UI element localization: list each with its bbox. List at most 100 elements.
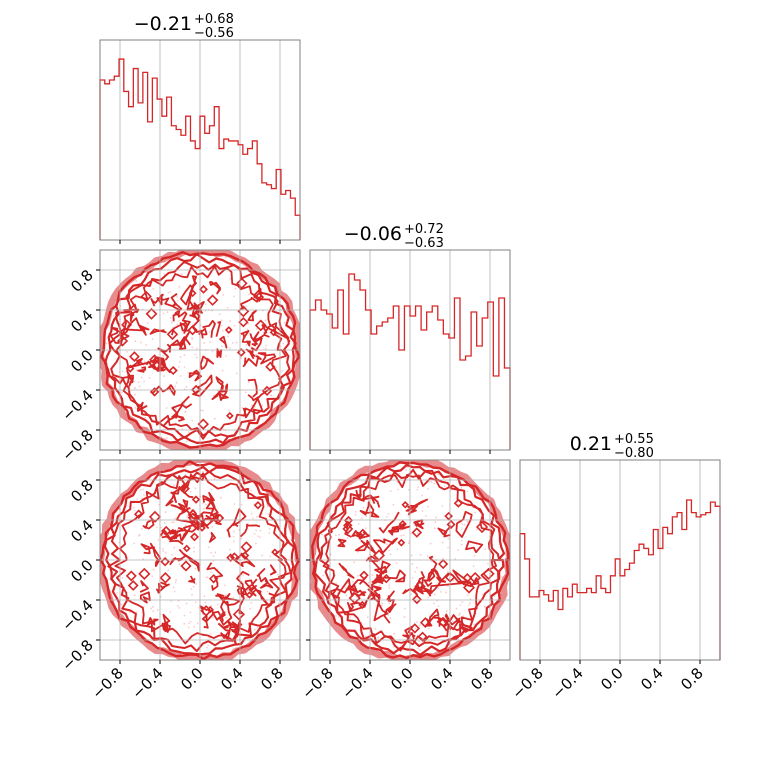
contour-island [208,574,219,584]
contour-island [453,498,463,508]
sample-point [151,575,154,578]
contour-line [110,375,134,387]
sample-point [170,553,173,556]
contour-line [205,513,222,526]
y-tick-label: 0.0 [67,556,97,586]
y-tick-label: −0.4 [58,596,96,634]
sample-point [252,517,255,520]
y-tick-label: 0.8 [67,476,97,506]
contour-panel-r2-c1 [310,460,510,660]
sample-point [233,503,236,505]
sample-point [277,602,280,605]
sample-point [267,513,270,516]
sample-point [204,601,207,604]
sample-point [415,566,418,569]
sample-point [246,328,249,331]
sample-point [255,542,257,545]
contour-line [182,499,189,508]
contour-line [355,541,370,552]
sample-point [386,543,388,545]
sample-point [377,636,380,639]
sample-point [162,312,165,315]
sample-point [388,602,391,605]
param-minus-error: −0.56 [194,26,234,41]
contour-island [129,351,140,362]
contour-line [216,348,223,358]
sample-point [194,601,197,604]
sample-point [429,542,432,545]
sample-point [250,512,253,515]
contour-line [202,319,216,338]
sample-point [196,347,198,350]
contour-line [269,564,277,576]
sample-point [173,590,176,593]
contour-line [226,522,239,538]
sample-point [162,550,164,553]
contour-line [171,322,190,336]
sample-point [242,574,244,577]
sample-point [481,593,484,596]
sample-point [427,488,429,490]
contour-island [226,411,234,420]
sample-point [418,640,420,643]
sample-point [170,321,173,324]
sample-point [418,649,421,652]
sample-point [461,601,464,604]
x-tick-label: −0.4 [548,664,586,702]
sample-point [245,305,247,308]
sample-point [474,511,477,514]
sample-point [162,355,164,357]
sample-point [178,606,181,609]
sample-point [475,528,478,531]
sample-point [417,486,420,489]
contour-island [482,567,495,580]
sample-point [434,516,437,519]
contour-line [170,486,181,495]
sample-point [207,644,210,647]
sample-point [365,635,367,638]
param-median: −0.21 [134,13,192,35]
x-tick-label: 0.4 [637,664,667,694]
sample-point [355,596,358,598]
sample-point [410,554,413,557]
sample-point [411,562,414,565]
contour-line [355,489,363,502]
histogram-param-2 [309,273,511,450]
sample-point [207,546,210,549]
sample-point [169,317,172,319]
sample-point [220,324,223,327]
sample-point [416,532,419,535]
sample-point [335,615,337,617]
sample-point [244,391,247,394]
contour-island [158,361,167,370]
contour-line [161,533,183,542]
sample-point [178,366,180,368]
sample-point [202,409,204,412]
sample-point [179,375,182,377]
sample-point [224,594,227,597]
sample-point [433,602,435,605]
sample-point [191,593,193,596]
sample-point [229,277,232,280]
sample-point [343,491,346,494]
contour-ring [313,463,506,656]
contour-island [381,573,392,584]
x-tick-label: −0.8 [298,664,336,702]
sample-point [371,574,374,576]
sample-point [416,488,419,491]
sample-point [170,600,173,602]
sample-point [203,595,206,598]
param-plus-error: +0.72 [404,222,444,237]
contour-line [140,543,155,555]
sample-point [208,520,211,522]
sample-point [262,331,265,334]
sample-point [419,554,422,556]
y-tick-label: 0.0 [67,346,97,376]
contour-line [425,608,440,627]
sample-point [411,576,414,579]
sample-point [425,514,428,517]
sample-point [458,614,460,617]
sample-point [214,551,217,554]
sample-point [407,515,410,517]
contour-line [137,366,146,373]
